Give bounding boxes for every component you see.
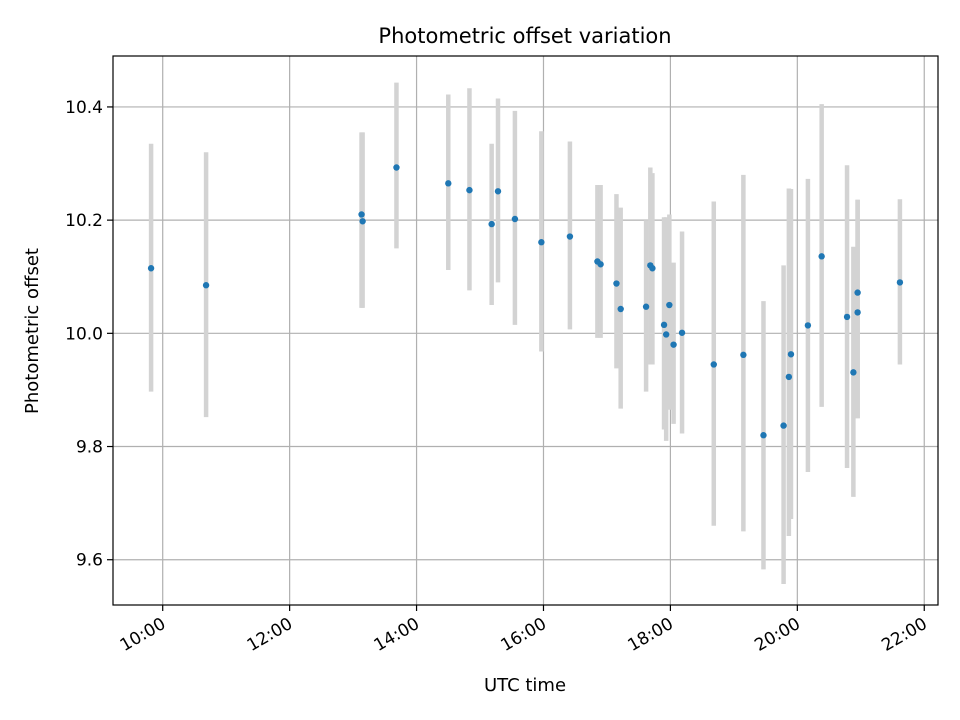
data-point — [393, 164, 400, 171]
data-point — [494, 188, 502, 195]
data-points — [147, 164, 904, 439]
data-point — [445, 180, 452, 187]
data-point — [678, 329, 686, 336]
data-point — [359, 218, 366, 225]
data-point — [488, 220, 495, 228]
data-point — [566, 233, 574, 240]
data-point — [670, 341, 677, 348]
data-point — [818, 253, 825, 260]
data-point — [760, 432, 767, 439]
data-point — [854, 289, 861, 296]
data-point — [850, 369, 857, 376]
data-point — [597, 261, 604, 268]
y-axis-ticks: 9.6 9.8 10.0 10.2 10.4 — [65, 98, 113, 571]
data-point — [613, 280, 620, 287]
data-point — [358, 211, 365, 218]
y-tick-label: 10.4 — [65, 98, 103, 118]
data-point — [740, 351, 747, 359]
data-point — [649, 265, 656, 272]
y-tick-label: 10.0 — [65, 324, 103, 344]
data-point — [662, 331, 670, 338]
x-axis-label: UTC time — [484, 675, 566, 696]
data-point — [617, 305, 624, 313]
y-axis-label: Photometric offset — [22, 248, 43, 414]
data-point — [660, 321, 668, 329]
data-point — [466, 186, 473, 194]
data-point — [780, 422, 787, 429]
data-point — [804, 322, 812, 329]
data-point — [538, 239, 545, 246]
data-point — [843, 313, 851, 321]
data-point — [710, 361, 717, 368]
plot-frame — [112, 55, 939, 606]
data-point — [896, 279, 904, 286]
data-point — [511, 215, 519, 223]
data-point — [147, 265, 155, 272]
y-tick-label: 9.6 — [76, 551, 103, 571]
data-point — [202, 282, 210, 289]
y-tick-label: 10.2 — [65, 211, 103, 231]
data-point — [785, 373, 793, 381]
data-point — [787, 351, 795, 358]
chart-title: Photometric offset variation — [378, 24, 671, 48]
data-point — [642, 303, 650, 310]
data-point — [666, 301, 673, 309]
data-point — [854, 309, 861, 316]
y-tick-label: 9.8 — [76, 438, 103, 458]
